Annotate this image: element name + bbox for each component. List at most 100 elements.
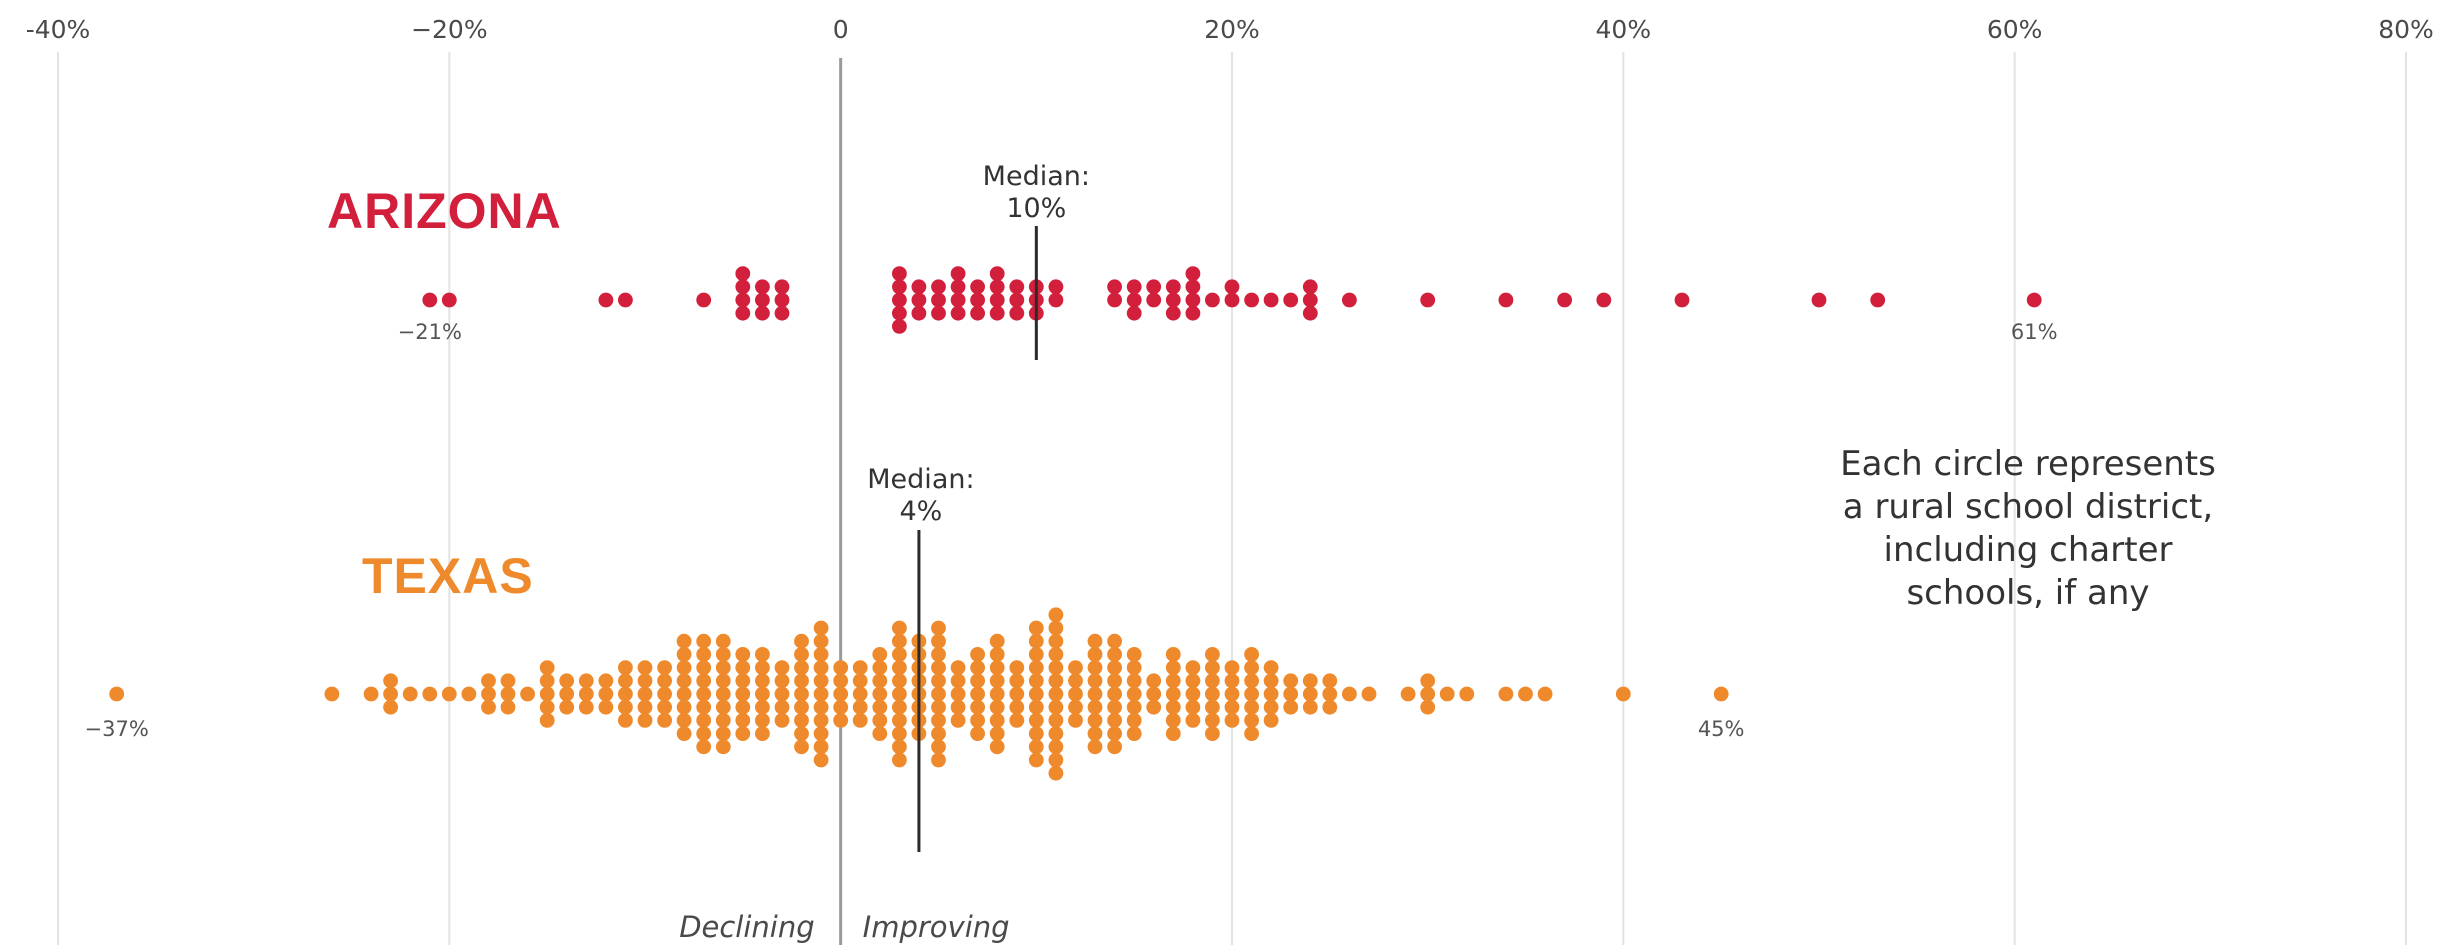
texas-dot: [755, 726, 770, 741]
x-tick-label: −20%: [411, 15, 488, 44]
arizona-dot: [911, 292, 927, 308]
texas-dot: [618, 686, 633, 702]
x-tick-label: 0: [833, 15, 849, 44]
texas-dot: [794, 686, 809, 702]
texas-dot: [931, 620, 946, 636]
texas-dot: [1244, 647, 1259, 662]
texas-dot: [735, 726, 751, 741]
texas-dot: [1107, 686, 1122, 702]
arizona-dot: [970, 292, 985, 308]
texas-dot: [1420, 673, 1436, 689]
arizona-dot: [931, 305, 946, 321]
texas-dot: [735, 647, 751, 662]
arizona-dot: [931, 292, 946, 308]
texas-dot: [989, 686, 1005, 702]
texas-dot: [696, 660, 712, 675]
texas-dot: [755, 660, 770, 675]
texas-dot: [970, 699, 985, 715]
texas-dot: [813, 620, 829, 636]
arizona-dot: [950, 305, 966, 321]
texas-dot: [989, 633, 1005, 649]
texas-dot: [970, 726, 985, 741]
texas-dot: [539, 686, 555, 702]
texas-dot: [1068, 713, 1083, 728]
texas-dot: [676, 673, 692, 689]
arizona-dot: [892, 319, 907, 334]
texas-dot: [833, 686, 849, 702]
texas-dot: [970, 673, 985, 689]
arizona-dot: [1165, 292, 1181, 308]
texas-dot: [618, 699, 633, 715]
texas-dot: [1087, 699, 1103, 715]
arizona-dot: [1126, 279, 1142, 295]
arizona-median-value: 10%: [1006, 193, 1066, 224]
texas-dot: [813, 673, 829, 689]
texas-dot: [676, 660, 692, 675]
texas-dot: [872, 699, 888, 715]
texas-dot: [539, 699, 555, 715]
texas-dot: [1185, 660, 1201, 675]
arizona-dot: [696, 292, 712, 308]
texas-dot: [618, 660, 633, 675]
texas-dot: [598, 673, 614, 689]
texas-dot: [872, 673, 888, 689]
arizona-dot: [950, 266, 966, 281]
texas-dot: [1224, 713, 1240, 728]
texas-dot: [931, 673, 946, 689]
texas-dot: [1615, 686, 1631, 702]
texas-dot: [774, 686, 790, 702]
arizona-dot: [911, 305, 927, 321]
arizona-dot: [970, 305, 985, 321]
texas-dot: [735, 686, 751, 702]
texas-dot: [1009, 660, 1025, 675]
arizona-dot: [1185, 292, 1201, 308]
texas-dot: [794, 633, 809, 649]
texas-dot: [931, 647, 946, 662]
texas-dot: [715, 686, 731, 702]
texas-dot: [1126, 726, 1142, 741]
arizona-dot: [989, 266, 1005, 281]
arizona-dot: [950, 279, 966, 295]
texas-dot: [1068, 686, 1083, 702]
texas-dot: [813, 660, 829, 675]
arizona-dot: [441, 292, 457, 308]
texas-median-value: 4%: [900, 496, 943, 527]
texas-dot: [598, 686, 614, 702]
texas-dot: [539, 660, 555, 675]
texas-dot: [715, 726, 731, 741]
texas-dot: [578, 699, 594, 715]
texas-dot: [1205, 647, 1220, 662]
arizona-dot: [931, 279, 946, 295]
arizona-dot: [1557, 292, 1572, 308]
texas-dot: [1009, 673, 1025, 689]
texas-dot: [1087, 660, 1103, 675]
texas-dot: [1087, 686, 1103, 702]
texas-dot: [833, 660, 849, 675]
texas-dot: [657, 660, 672, 675]
texas-dot: [715, 673, 731, 689]
texas-dot: [989, 739, 1005, 755]
texas-dot: [1146, 673, 1162, 689]
note-line-4: schools, if any: [1906, 573, 2149, 613]
texas-dot: [676, 647, 692, 662]
arizona-dot: [1342, 292, 1357, 308]
texas-dot: [715, 660, 731, 675]
texas-dot: [813, 713, 829, 728]
texas-dot: [109, 686, 125, 702]
note-line-2: a rural school district,: [1843, 487, 2213, 527]
arizona-dot: [735, 292, 751, 308]
arizona-dot: [735, 305, 751, 321]
texas-dot: [1322, 686, 1338, 702]
texas-dot: [735, 699, 751, 715]
arizona-dot: [1302, 279, 1318, 295]
texas-dot: [657, 686, 672, 702]
texas-dot: [931, 739, 946, 755]
texas-dot: [1068, 673, 1083, 689]
texas-dot: [1185, 673, 1201, 689]
texas-dot: [1068, 660, 1083, 675]
arizona-dot: [911, 279, 927, 295]
arizona-dot: [1224, 292, 1240, 308]
arizona-dot: [735, 279, 751, 295]
texas-dot: [1087, 647, 1103, 662]
arizona-min-label: −21%: [398, 320, 462, 344]
